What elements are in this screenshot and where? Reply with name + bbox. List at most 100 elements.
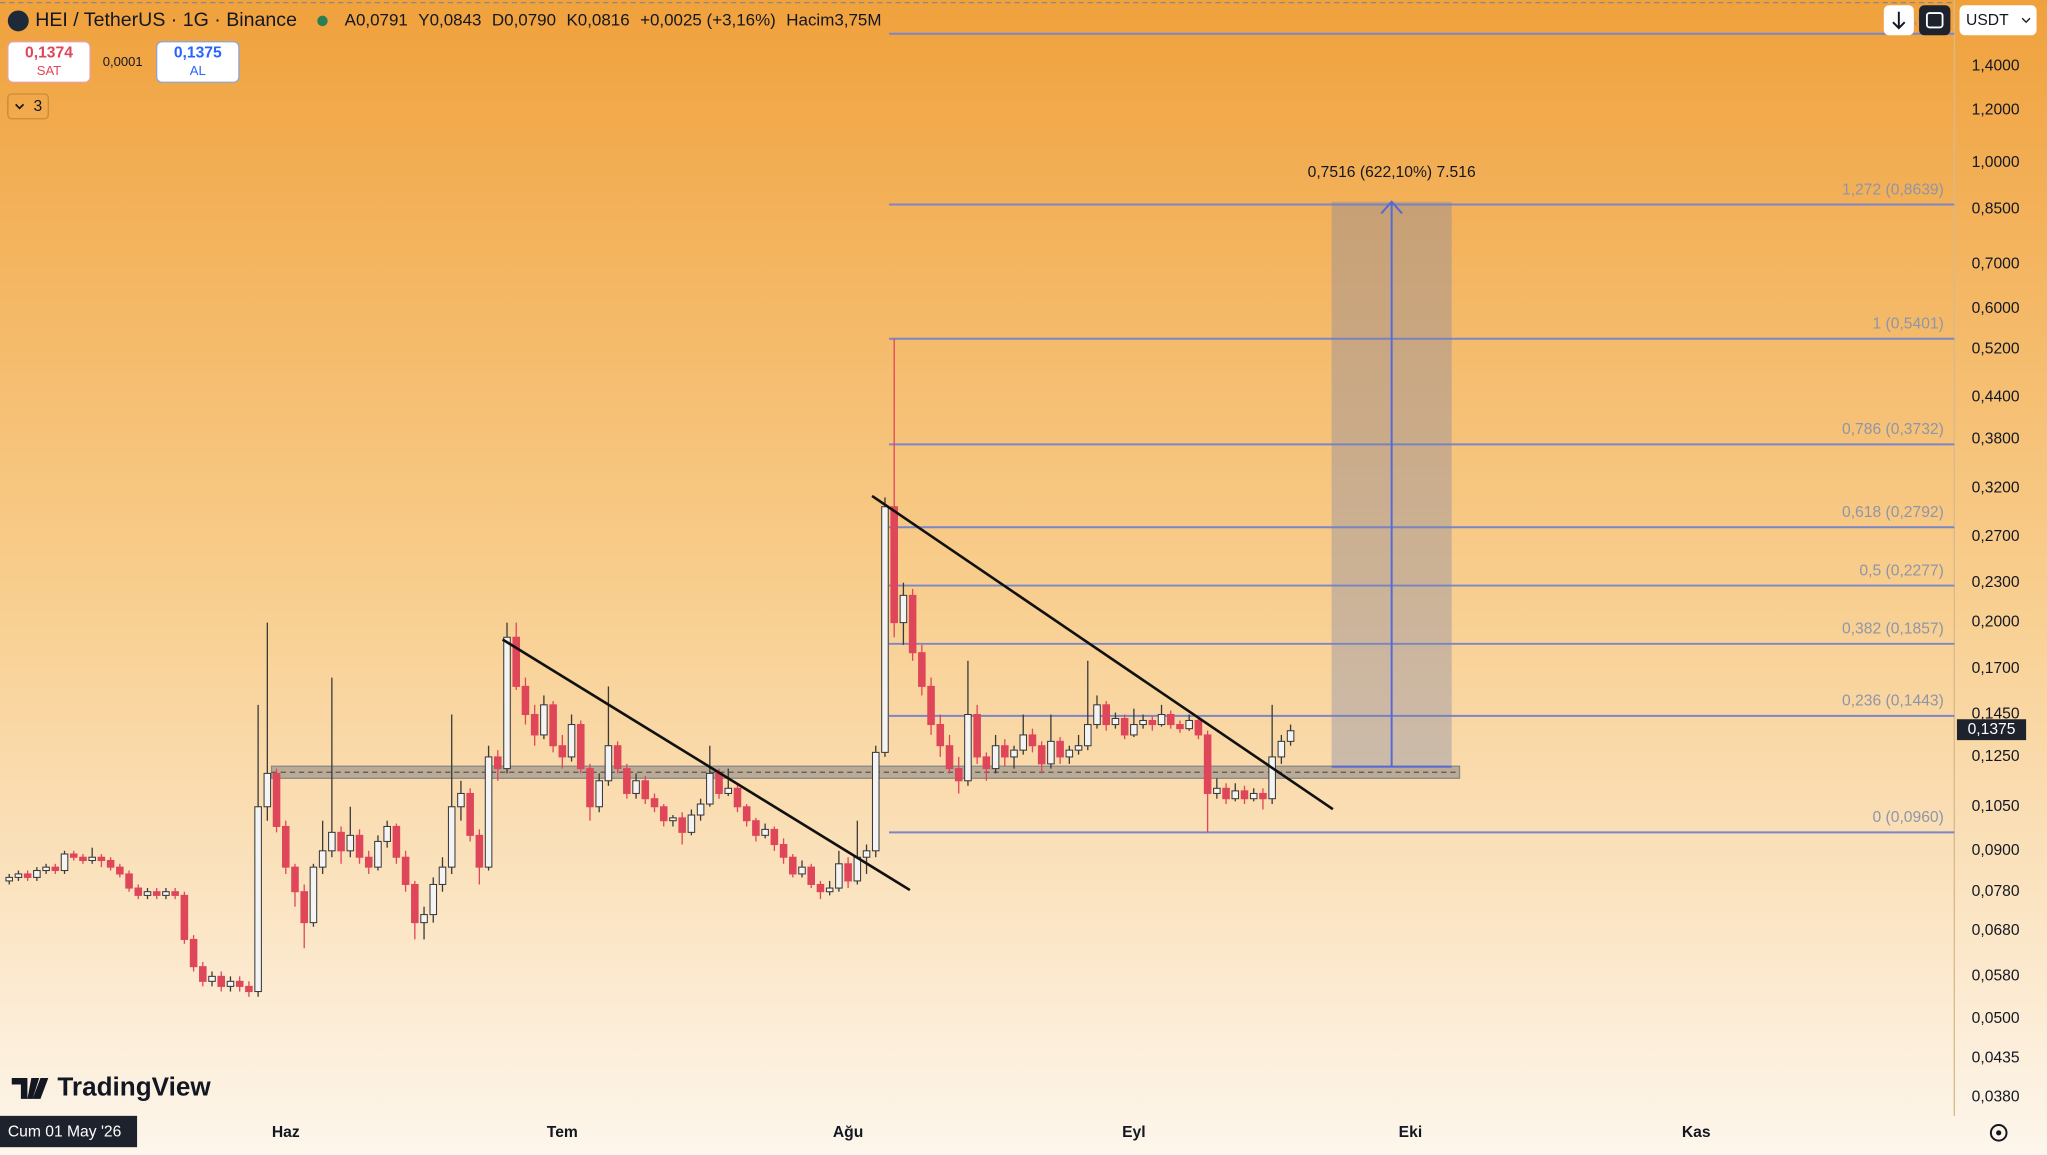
candle-body <box>1028 734 1037 747</box>
candle-body <box>263 772 272 808</box>
candle-body <box>1286 730 1295 742</box>
candle-body <box>641 780 650 800</box>
replay-icon[interactable] <box>1925 12 1944 29</box>
sell-label[interactable]: SAT <box>37 63 61 78</box>
y-tick-label: 0,1700 <box>1972 660 2020 677</box>
y-tick-label: 0,4400 <box>1972 388 2020 405</box>
candle-body <box>134 887 143 896</box>
candle-body <box>945 745 954 770</box>
candle-body <box>1019 734 1028 751</box>
chevron-icon[interactable] <box>15 103 25 110</box>
sell-price[interactable]: 0,1374 <box>25 45 73 62</box>
candle-body <box>530 713 539 736</box>
candle-body <box>687 814 696 833</box>
candle-body <box>586 768 594 808</box>
candle-body <box>281 825 290 868</box>
currency-label[interactable]: USDT <box>1966 12 2009 29</box>
candle-body <box>779 844 788 858</box>
y-tick-label: 0,8500 <box>1972 200 2020 217</box>
ohlc-value: D0,0790 <box>492 10 556 29</box>
symbol-title: HEI / TetherUS · 1G · Binance <box>35 9 297 31</box>
x-tick-label: Kas <box>1682 1124 1711 1141</box>
sell-box[interactable] <box>7 41 91 83</box>
candle-body <box>521 685 530 716</box>
candle-body <box>143 891 152 896</box>
settings-button[interactable] <box>1989 1124 2008 1142</box>
candle-body <box>1111 717 1120 726</box>
candle-body <box>908 594 917 654</box>
buy-label[interactable]: AL <box>190 63 206 78</box>
candle-body <box>1056 740 1064 758</box>
buy-button[interactable]: 0,1375 AL <box>156 41 240 83</box>
candle-body <box>752 820 760 836</box>
candle-body <box>69 853 78 858</box>
last-price-box <box>1956 719 2027 741</box>
candle-body <box>558 745 567 758</box>
replay-button[interactable] <box>1919 5 1951 36</box>
settings-icon[interactable] <box>1989 1124 2008 1142</box>
candle-body <box>503 636 511 770</box>
y-tick-label: 1,2000 <box>1972 102 2020 119</box>
candle-body <box>328 831 336 852</box>
candle-body <box>742 806 751 822</box>
candle-body <box>42 866 50 872</box>
x-tick-label: Ağu <box>833 1124 863 1141</box>
y-tick-label: 0,0580 <box>1972 968 2020 985</box>
market-status <box>317 15 328 27</box>
sell-button[interactable]: 0,1374 SAT <box>7 41 91 83</box>
candle-body <box>300 891 308 924</box>
logo-text: TradingView <box>57 1071 211 1101</box>
indicator-count[interactable]: 3 <box>33 98 42 115</box>
candle-body <box>254 806 262 993</box>
indicator-toggle[interactable]: 3 <box>7 93 49 120</box>
currency-chevron[interactable] <box>2021 17 2031 24</box>
candle-body <box>51 866 60 872</box>
candle-body <box>1203 734 1212 794</box>
currency-button[interactable]: USDT <box>1959 5 2037 36</box>
candle-body <box>1148 719 1157 726</box>
candle-body <box>1047 740 1055 765</box>
candle-body <box>180 894 189 940</box>
candle-body <box>355 834 364 858</box>
download-button[interactable] <box>1883 5 1914 36</box>
candle-body <box>245 985 253 993</box>
candle-body <box>623 768 631 794</box>
candle-body <box>1065 749 1074 758</box>
replay-box[interactable] <box>1919 5 1951 36</box>
candle-body <box>1074 745 1083 751</box>
candle-body <box>991 745 1000 770</box>
trend-line <box>871 494 1334 811</box>
candle-body <box>1102 704 1110 726</box>
candle-body <box>429 883 438 916</box>
buy-price[interactable]: 0,1375 <box>174 45 222 62</box>
candle-body <box>383 825 391 842</box>
candle-body <box>392 825 401 858</box>
candle-body <box>79 856 87 862</box>
y-tick-label: 0,0380 <box>1972 1088 2020 1105</box>
candle-body <box>475 834 484 868</box>
candle-body <box>650 798 659 808</box>
candle-body <box>337 831 345 852</box>
candle-body <box>807 866 816 885</box>
candle-body <box>825 887 834 893</box>
indicator-box[interactable] <box>7 93 49 120</box>
candle-body <box>346 834 355 852</box>
candle-body <box>576 724 585 770</box>
buy-box[interactable] <box>156 41 240 83</box>
candle-body <box>401 856 410 885</box>
y-tick-label: 0,7000 <box>1972 256 2020 273</box>
candle-body <box>1093 704 1101 726</box>
candle-body <box>318 850 327 868</box>
currency-box[interactable] <box>1959 5 2037 36</box>
candle-body <box>364 856 373 868</box>
ohlc-value: Y0,0843 <box>418 10 481 29</box>
spread: 0,0001 <box>103 54 143 69</box>
ohlc-value: Hacim3,75M <box>786 10 881 29</box>
y-tick-label: 0,0500 <box>1972 1010 2020 1027</box>
candle-body <box>706 772 714 805</box>
download-icon[interactable] <box>1892 11 1906 30</box>
settings-icon-center[interactable] <box>1996 1130 2002 1136</box>
candle-body <box>309 866 318 924</box>
